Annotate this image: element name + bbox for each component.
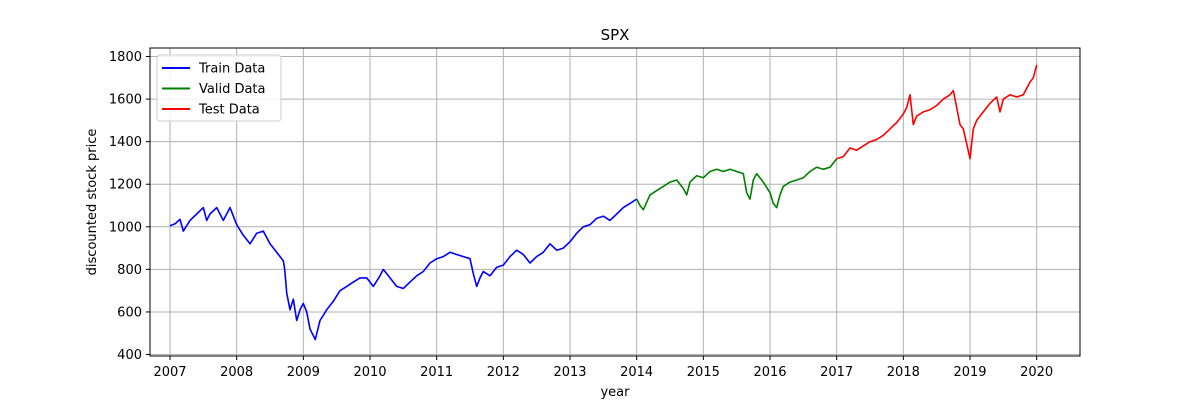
x-tick-label: 2017 (820, 365, 853, 380)
x-tick-label: 2009 (287, 365, 320, 380)
x-tick-label: 2018 (887, 365, 920, 380)
plot-area-frame (149, 47, 1081, 357)
x-tick-label: 2016 (753, 365, 786, 380)
y-tick-label: 1000 (109, 220, 142, 235)
y-tick-label: 400 (117, 348, 142, 363)
x-tick-label: 2020 (1020, 365, 1053, 380)
legend-label: Test Data (198, 103, 260, 118)
x-tick-label: 2012 (487, 365, 520, 380)
legend: Train Data Valid Data Test Data (156, 54, 282, 122)
y-tick-label: 1600 (109, 93, 142, 108)
x-axis-label: year (600, 385, 630, 400)
series-line-valid-data (635, 158, 838, 211)
legend-label: Train Data (198, 62, 265, 77)
x-tick-label: 2013 (553, 365, 586, 380)
x-tick-label: 2010 (353, 365, 386, 380)
series-line-train-data (169, 198, 638, 341)
x-tick-label: 2019 (953, 365, 986, 380)
y-tick-label: 1400 (109, 135, 142, 150)
y-tick-label: 800 (117, 263, 142, 278)
grid (150, 48, 1080, 356)
y-axis-label: discounted stock price (85, 129, 100, 276)
legend-box (156, 54, 282, 122)
y-tick-label: 600 (117, 305, 142, 320)
y-tick-label: 1200 (109, 178, 142, 193)
x-tick-label: 2014 (620, 365, 653, 380)
x-tick-label: 2011 (420, 365, 453, 380)
series-lines (169, 64, 1038, 341)
x-tick-label: 2008 (220, 365, 253, 380)
y-tick-label: 1800 (109, 50, 142, 65)
legend-label: Valid Data (199, 82, 266, 97)
axis-ticks: 2007 2008 2009 2010 2011 2012 2013 2014 2015 2016… (109, 50, 1053, 380)
x-tick-label: 2015 (687, 365, 720, 380)
x-tick-label: 2007 (153, 365, 186, 380)
chart-title: SPX (601, 26, 630, 44)
series-line-test-data (836, 64, 1038, 160)
